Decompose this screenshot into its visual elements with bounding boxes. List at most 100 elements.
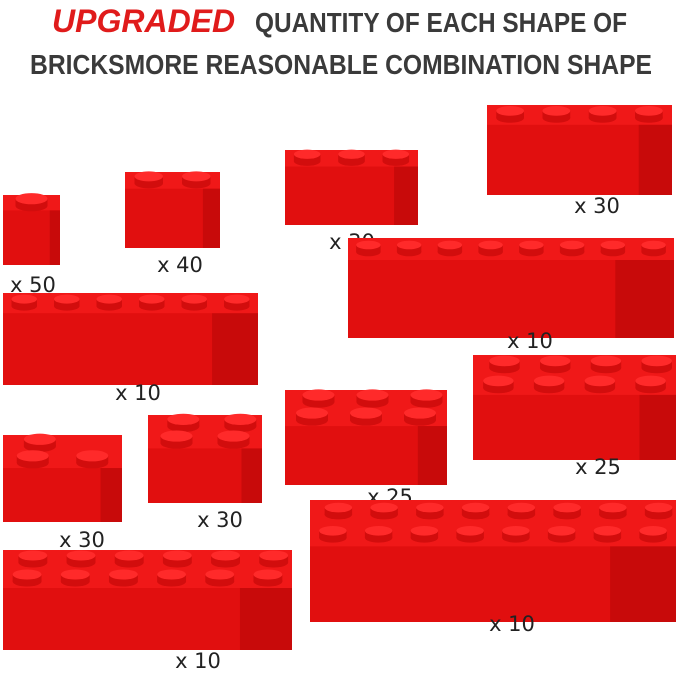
stud-side-bottom — [211, 557, 240, 568]
stud-top — [160, 430, 193, 442]
stud-top — [507, 502, 536, 513]
stud-side-bottom — [382, 156, 410, 166]
stud-side-bottom — [139, 301, 165, 311]
stud-top — [181, 294, 207, 304]
stud-side-bottom — [108, 576, 138, 587]
brick-shade — [100, 468, 122, 522]
stud-side-bottom — [370, 509, 398, 520]
highlight: UPGRADED — [52, 3, 235, 39]
brick-top — [3, 293, 258, 316]
stud-side-bottom — [324, 509, 353, 520]
stud-top — [502, 525, 530, 536]
stud-side-bottom — [18, 557, 48, 568]
stud-top — [370, 502, 398, 513]
brick-shade — [202, 188, 220, 248]
brick — [285, 149, 418, 225]
headline-2: BRICKSMORE REASONABLE COMBINATION SHAPE — [30, 49, 652, 80]
stud-top — [635, 106, 663, 116]
stud-side-bottom — [253, 576, 283, 587]
stud-top — [18, 550, 48, 561]
stud-side-bottom — [12, 576, 42, 587]
stud-top — [641, 355, 672, 367]
stud-top — [139, 294, 165, 304]
stud-top — [461, 502, 490, 513]
brick-shade — [49, 210, 60, 265]
stud-side-bottom — [542, 113, 571, 123]
stud-top — [641, 240, 666, 250]
brick — [487, 105, 672, 195]
stud-top — [599, 502, 627, 513]
brick — [3, 550, 292, 650]
stud-top — [382, 149, 410, 159]
stud-top — [96, 294, 122, 304]
stud-top — [182, 171, 211, 182]
stud-side-bottom — [644, 509, 673, 520]
stud-side-bottom — [181, 301, 207, 311]
quantity-label: x 40 — [157, 253, 203, 277]
stud-side-bottom — [205, 576, 235, 587]
stud-top — [644, 502, 673, 513]
quantity-label: x 25 — [575, 455, 621, 479]
stud-top — [134, 171, 163, 182]
stud-top — [483, 375, 514, 387]
stud-side-bottom — [114, 557, 144, 568]
stud-top — [600, 240, 626, 250]
brick-shade — [615, 260, 674, 338]
stud-top — [167, 413, 200, 425]
stud-side-bottom — [293, 156, 321, 166]
stud-top — [588, 106, 617, 116]
brick — [285, 389, 447, 485]
stud-side-bottom — [553, 509, 581, 520]
stud-top — [593, 525, 622, 536]
stud-top — [224, 294, 250, 304]
stud-top — [60, 569, 90, 580]
stud-top — [553, 502, 581, 513]
stud-top — [338, 149, 365, 159]
stud-top — [489, 355, 520, 367]
brick-shade — [417, 426, 447, 485]
brick — [473, 355, 676, 460]
quantity-label: x 10 — [115, 381, 161, 405]
stud-side-bottom — [364, 532, 393, 543]
headline-1: QUANTITY OF EACH SHAPE OF — [255, 7, 627, 38]
stud-top — [205, 569, 235, 580]
brick — [3, 193, 60, 265]
stud-side-bottom — [54, 301, 80, 311]
stud-top — [416, 502, 444, 513]
stud-top — [66, 550, 96, 561]
stud-top — [54, 294, 80, 304]
stud-side-bottom — [396, 247, 422, 257]
stud-top — [224, 413, 257, 425]
brick-shade — [610, 546, 676, 622]
stud-side-bottom — [559, 247, 585, 257]
stud-top — [519, 240, 544, 250]
stud-side-bottom — [507, 509, 536, 520]
stud-side-bottom — [478, 247, 503, 257]
quantity-label: x 30 — [574, 194, 620, 218]
stud-side-bottom — [635, 113, 663, 123]
stud-top — [16, 450, 49, 462]
stud-side-bottom — [547, 532, 576, 543]
brick-shade — [212, 313, 258, 385]
stud-side-bottom — [356, 247, 381, 257]
stud-side-bottom — [496, 113, 524, 123]
stud-top — [404, 407, 436, 419]
stud-top — [12, 569, 42, 580]
stud-top — [496, 106, 524, 116]
stud-top — [533, 375, 565, 387]
brick-shade — [394, 166, 418, 225]
stud-side-bottom — [182, 178, 211, 189]
stud-side-bottom — [599, 509, 627, 520]
stud-top — [157, 569, 187, 580]
stud-top — [23, 433, 56, 445]
stud-top — [396, 240, 422, 250]
stud-side-bottom — [588, 113, 617, 123]
brick-shade — [239, 588, 292, 650]
stud-top — [319, 525, 347, 536]
stud-top — [211, 550, 240, 561]
stud-top — [162, 550, 192, 561]
stud-top — [539, 355, 571, 367]
stud-top — [584, 375, 616, 387]
brick — [310, 500, 676, 622]
stud-top — [559, 240, 585, 250]
